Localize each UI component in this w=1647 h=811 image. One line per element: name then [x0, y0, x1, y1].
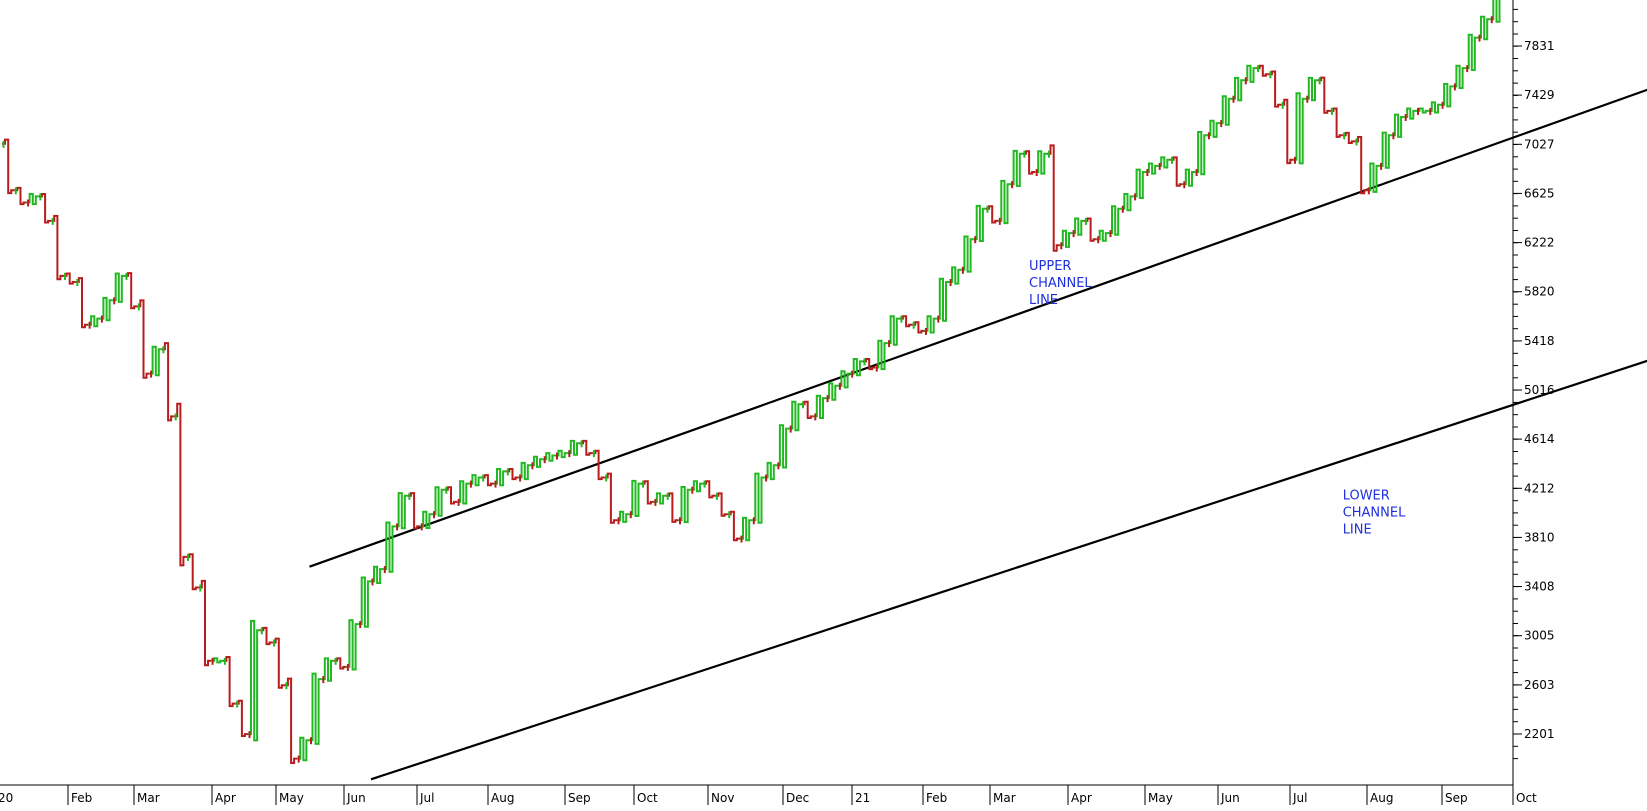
y-tick-label: 7429	[1524, 88, 1555, 102]
x-tick-label: Apr	[215, 791, 236, 805]
y-tick-label: 3005	[1524, 629, 1555, 643]
x-tick-label: 20	[0, 791, 13, 805]
x-tick-label: Feb	[71, 791, 92, 805]
y-tick-label: 5418	[1524, 334, 1555, 348]
y-tick-label: 6222	[1524, 236, 1555, 250]
annotation-text: LOWER	[1343, 489, 1390, 504]
x-tick-label: Dec	[786, 791, 809, 805]
y-tick-label: 5820	[1524, 285, 1555, 299]
x-tick-label: May	[1148, 791, 1173, 805]
y-tick-label: 3810	[1524, 530, 1555, 544]
y-tick-label: 4614	[1524, 432, 1555, 446]
annotation-text: LINE	[1343, 523, 1372, 538]
x-tick-label: Jun	[1220, 791, 1240, 805]
x-tick-label: Jun	[346, 791, 366, 805]
y-tick-label: 6625	[1524, 186, 1555, 200]
y-tick-label: 3408	[1524, 580, 1555, 594]
x-tick-label: Sep	[1445, 791, 1468, 805]
x-tick-label: May	[279, 791, 304, 805]
x-tick-label: Apr	[1071, 791, 1092, 805]
annotation-text: CHANNEL	[1029, 276, 1092, 291]
x-tick-label: Jul	[1292, 791, 1307, 805]
y-tick-label: 5016	[1524, 383, 1555, 397]
x-tick-label: Aug	[491, 791, 514, 805]
x-tick-label: Jul	[419, 791, 434, 805]
y-tick-label: 4212	[1524, 481, 1555, 495]
y-tick-label: 7831	[1524, 39, 1555, 53]
x-tick-label: Aug	[1370, 791, 1393, 805]
x-tick-label: Oct	[637, 791, 658, 805]
x-tick-label: Oct	[1516, 791, 1537, 805]
x-tick-label: Mar	[137, 791, 160, 805]
x-tick-label: 21	[855, 791, 870, 805]
annotation-text: UPPER	[1029, 259, 1071, 274]
annotation-text: LINE	[1029, 293, 1058, 308]
y-tick-label: 2603	[1524, 678, 1555, 692]
x-tick-label: Feb	[926, 791, 947, 805]
x-tick-label: Mar	[993, 791, 1016, 805]
x-tick-label: Nov	[711, 791, 734, 805]
annotation-text: CHANNEL	[1343, 506, 1406, 521]
y-tick-label: 2201	[1524, 727, 1555, 741]
y-tick-label: 7027	[1524, 137, 1555, 151]
x-tick-label: Sep	[568, 791, 591, 805]
